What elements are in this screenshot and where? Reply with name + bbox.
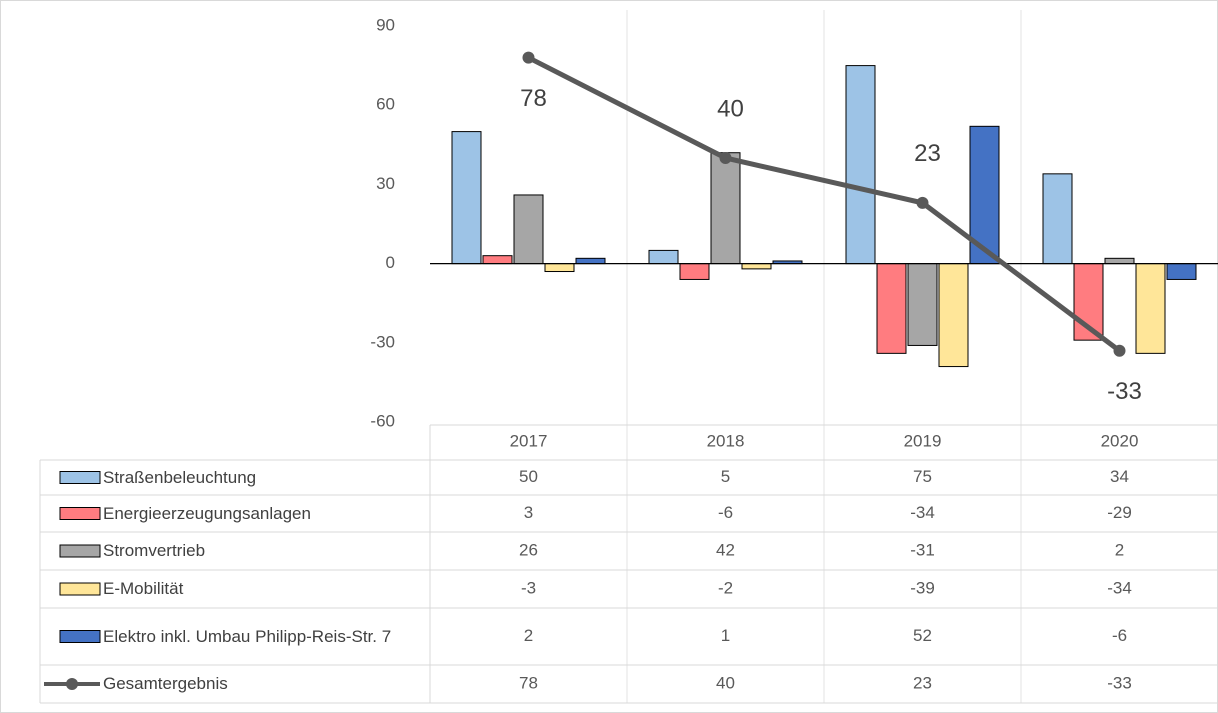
legend-key: [59, 582, 101, 596]
bar: [648, 249, 679, 265]
table-value: -34: [910, 503, 935, 522]
bar: [482, 255, 513, 265]
table-value: -39: [910, 578, 935, 597]
bar: [575, 257, 606, 265]
bar: [741, 263, 772, 270]
series-name: Straßenbeleuchtung: [103, 467, 257, 487]
bar: [513, 194, 544, 265]
table-value: -33: [1107, 673, 1132, 692]
y-tick-label: 30: [376, 174, 395, 193]
bar: [876, 263, 907, 354]
bar: [1104, 257, 1135, 265]
table-value: 78: [519, 673, 538, 692]
y-tick-label: 0: [386, 253, 395, 272]
bar: [451, 131, 482, 265]
table-value: 3: [524, 503, 533, 522]
line-series: [527, 55, 1122, 353]
bar: [1135, 263, 1166, 354]
table-value: 52: [913, 626, 932, 645]
data-label: 78: [520, 85, 547, 112]
bar: [1042, 173, 1073, 265]
series-name: E-Mobilität: [103, 579, 184, 598]
x-tick-label: 2020: [1101, 431, 1139, 450]
series-name: Energieerzeugungsanlagen: [103, 503, 311, 523]
bar: [1166, 263, 1197, 280]
table-value: 23: [913, 673, 932, 692]
x-tick-label: 2018: [707, 431, 745, 450]
bar: [907, 263, 938, 346]
y-tick-label: 90: [376, 15, 395, 34]
legend-key: [59, 507, 101, 520]
table-value: -3: [521, 578, 536, 597]
line-marker: [719, 152, 732, 164]
y-tick-label: -30: [370, 332, 395, 351]
legend-key: [66, 678, 78, 690]
line-marker: [522, 51, 535, 64]
line-marker: [1113, 344, 1126, 357]
table-value: -6: [718, 503, 733, 522]
table-value: 1: [721, 626, 730, 645]
data-label: 23: [914, 140, 941, 167]
table-value: 75: [913, 467, 932, 486]
series-name: Gesamtergebnis: [103, 674, 228, 693]
table-value: -31: [910, 540, 935, 559]
table-value: -6: [1112, 626, 1127, 645]
bar: [710, 152, 741, 265]
table-value: 26: [519, 540, 538, 559]
bar: [544, 263, 575, 273]
table-value: -34: [1107, 578, 1132, 597]
table-value: -29: [1107, 503, 1132, 522]
data-label: -33: [1107, 378, 1142, 405]
x-tick-label: 2017: [510, 431, 548, 450]
legend-key: [59, 630, 101, 643]
table-value: 50: [519, 467, 538, 486]
table-value: 40: [716, 673, 735, 692]
x-tick-label: 2019: [904, 431, 942, 450]
table-value: 5: [721, 467, 730, 486]
bar: [938, 263, 969, 368]
table-value: 2: [524, 626, 533, 645]
legend-key: [59, 471, 101, 484]
y-tick-label: -60: [370, 411, 395, 430]
series-name: Elektro inkl. Umbau Philipp-Reis-Str. 7: [103, 626, 392, 646]
y-tick-label: 60: [376, 95, 395, 114]
table-value: 2: [1115, 540, 1124, 559]
table-value: 34: [1110, 467, 1129, 486]
data-label: 40: [717, 95, 744, 122]
line-marker: [916, 196, 929, 209]
bar: [679, 263, 710, 280]
bar: [845, 65, 876, 265]
legend-key: [59, 544, 101, 558]
table-value: 42: [716, 540, 735, 559]
table-value: -2: [718, 578, 733, 597]
series-name: Stromvertrieb: [103, 541, 206, 560]
